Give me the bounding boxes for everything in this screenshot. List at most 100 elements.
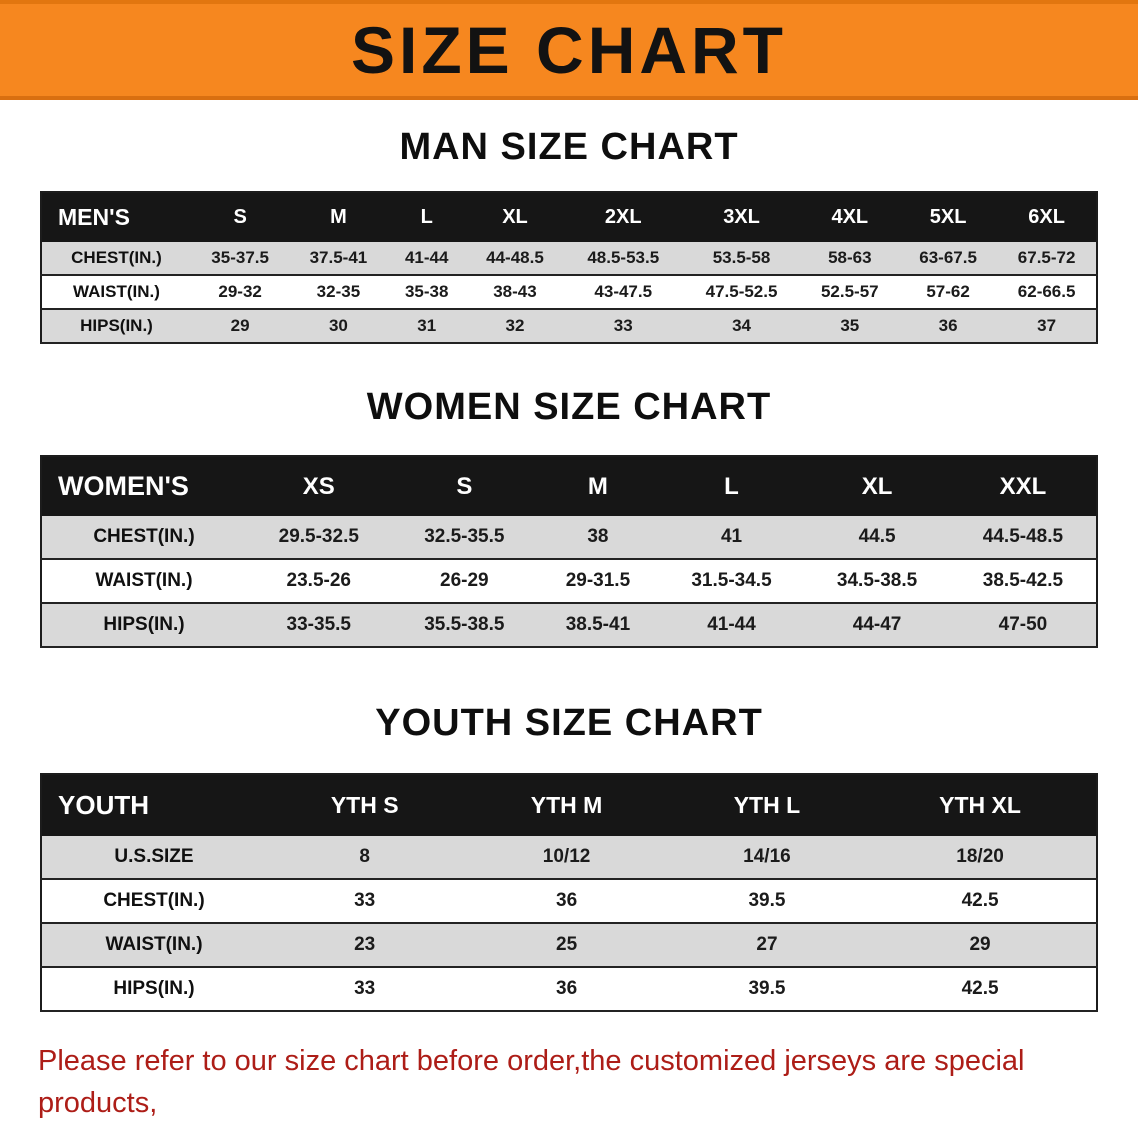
- women-cell-value: 26-29: [440, 570, 489, 591]
- youth-size-column-header: YTH XL: [864, 774, 1097, 836]
- women-size-column-header: M: [537, 456, 659, 516]
- men-cell-value: 43-47.5: [594, 282, 653, 301]
- women-row-label: HIPS(IN.): [103, 614, 185, 635]
- men-table-label: MEN'S: [41, 192, 191, 242]
- men-cell-value: 53.5-58: [712, 248, 771, 267]
- youth-cell-value: 25: [556, 934, 578, 955]
- women-cell-value: 38.5-42.5: [982, 570, 1064, 591]
- women-cell-value: 44-47: [852, 614, 902, 635]
- men-size-column-header: 5XL: [898, 192, 998, 242]
- women-table-label: WOMEN'S: [41, 456, 246, 516]
- men-table-row: CHEST(IN.) 35-37.5 37.5-41 41-44 44-48.5 48.5…: [41, 242, 1097, 275]
- women-cell-value: 32.5-35.5: [424, 526, 505, 547]
- women-cell-value: 29-31.5: [565, 570, 631, 591]
- men-table-row: HIPS(IN.) 29 30 31 32 33 34 35 36 37: [41, 309, 1097, 343]
- men-cell-value: 52.5-57: [820, 282, 879, 301]
- women-row-label: WAIST(IN.): [95, 570, 193, 591]
- women-cell-value: 38: [587, 526, 609, 547]
- men-cell-value: 62-66.5: [1017, 282, 1076, 301]
- men-cell-value: 38-43: [493, 282, 537, 301]
- men-cell-value: 58-63: [828, 248, 872, 267]
- youth-row-label: U.S.SIZE: [114, 846, 194, 867]
- women-cell-value: 31.5-34.5: [691, 570, 772, 591]
- youth-cell-value: 33: [354, 890, 376, 911]
- women-cell-value: 34.5-38.5: [836, 570, 918, 591]
- youth-table-row: CHEST(IN.) 33 36 39.5 42.5: [41, 879, 1097, 923]
- men-cell-value: 48.5-53.5: [587, 248, 660, 267]
- men-size-column-header: M: [289, 192, 388, 242]
- men-row-label: HIPS(IN.): [80, 316, 153, 335]
- women-size-column-header: XS: [246, 456, 392, 516]
- women-cell-value: 29.5-32.5: [278, 526, 359, 547]
- youth-cell-value: 33: [354, 978, 376, 999]
- men-cell-value: 37.5-41: [309, 248, 368, 267]
- men-cell-value: 32-35: [316, 282, 361, 301]
- youth-cell-value: 23: [354, 934, 376, 955]
- men-cell-value: 44-48.5: [486, 248, 544, 267]
- youth-size-table: YOUTH YTH S YTH M YTH L YTH XL U.S.SIZE 8 10/12…: [40, 773, 1098, 1012]
- youth-section-heading: YOUTH SIZE CHART: [375, 702, 763, 744]
- size-chart-banner: SIZE CHART: [0, 0, 1138, 100]
- youth-table-label: YOUTH: [41, 774, 266, 836]
- men-cell-value: 35: [840, 316, 860, 335]
- youth-cell-value: 8: [359, 846, 370, 867]
- men-cell-value: 63-67.5: [919, 248, 977, 267]
- women-table-row: WAIST(IN.) 23.5-26 26-29 29-31.5 31.5-34.5 34…: [41, 559, 1097, 603]
- youth-row-label: HIPS(IN.): [113, 978, 195, 999]
- women-size-column-header: XL: [804, 456, 950, 516]
- men-size-column-header: XL: [465, 192, 565, 242]
- men-cell-value: 29-32: [218, 282, 262, 301]
- youth-table-row: HIPS(IN.) 33 36 39.5 42.5: [41, 967, 1097, 1011]
- men-cell-value: 41-44: [404, 248, 449, 267]
- women-cell-value: 44.5: [858, 526, 896, 547]
- men-row-label: CHEST(IN.): [71, 248, 162, 267]
- women-cell-value: 33-35.5: [286, 614, 351, 635]
- women-cell-value: 35.5-38.5: [424, 614, 505, 635]
- women-table-row: HIPS(IN.) 33-35.5 35.5-38.5 38.5-41 41-44 44-…: [41, 603, 1097, 647]
- women-cell-value: 47-50: [998, 614, 1048, 635]
- men-size-column-header: 3XL: [682, 192, 801, 242]
- youth-cell-value: 29: [969, 934, 991, 955]
- women-cell-value: 44.5-48.5: [982, 526, 1064, 547]
- women-size-column-header: XXL: [949, 456, 1097, 516]
- youth-cell-value: 10/12: [542, 846, 591, 867]
- men-cell-value: 47.5-52.5: [705, 282, 778, 301]
- youth-cell-value: 36: [556, 890, 578, 911]
- youth-cell-value: 42.5: [961, 890, 999, 911]
- men-size-column-header: S: [191, 192, 290, 242]
- youth-cell-value: 39.5: [748, 978, 786, 999]
- men-cell-value: 29: [230, 316, 250, 335]
- women-cell-value: 41-44: [707, 614, 756, 635]
- women-cell-value: 41: [720, 526, 743, 547]
- men-cell-value: 33: [613, 316, 633, 335]
- youth-size-column-header: YTH S: [266, 774, 464, 836]
- youth-cell-value: 27: [756, 934, 778, 955]
- men-size-column-header: L: [387, 192, 466, 242]
- women-cell-value: 38.5-41: [565, 614, 631, 635]
- women-cell-value: 23.5-26: [286, 570, 351, 591]
- women-row-label: CHEST(IN.): [93, 526, 195, 547]
- men-cell-value: 57-62: [926, 282, 970, 301]
- women-size-table: WOMEN'S XS S M L XL XXL CHEST(IN.) 29.5-32.5 32.5…: [40, 455, 1098, 648]
- banner-title: SIZE CHART: [351, 13, 787, 87]
- men-section-heading: MAN SIZE CHART: [399, 126, 739, 168]
- footer-notice-line2: we don't accept cancel, change, teturn o…: [38, 1124, 1100, 1132]
- women-header-row: WOMEN'S XS S M L XL XXL: [41, 456, 1097, 516]
- men-cell-value: 32: [505, 316, 525, 335]
- women-size-column-header: S: [391, 456, 538, 516]
- youth-table-row: WAIST(IN.) 23 25 27 29: [41, 923, 1097, 967]
- men-size-table: MEN'S S M L XL 2XL 3XL 4XL 5XL 6XL CHEST(IN.) 35-37…: [40, 191, 1098, 344]
- men-size-column-header: 6XL: [997, 192, 1097, 242]
- youth-table-row: U.S.SIZE 8 10/12 14/16 18/20: [41, 836, 1097, 879]
- youth-cell-value: 36: [556, 978, 578, 999]
- youth-size-column-header: YTH M: [463, 774, 670, 836]
- women-section-heading: WOMEN SIZE CHART: [366, 386, 772, 428]
- footer-notice: Please refer to our size chart before or…: [38, 1040, 1100, 1132]
- men-cell-value: 35-37.5: [211, 248, 269, 267]
- men-header-row: MEN'S S M L XL 2XL 3XL 4XL 5XL 6XL: [41, 192, 1097, 242]
- footer-notice-line1: Please refer to our size chart before or…: [38, 1045, 1025, 1120]
- men-row-label: WAIST(IN.): [73, 282, 160, 301]
- men-size-column-header: 2XL: [564, 192, 683, 242]
- men-cell-value: 36: [938, 316, 958, 335]
- women-size-column-header: L: [658, 456, 805, 516]
